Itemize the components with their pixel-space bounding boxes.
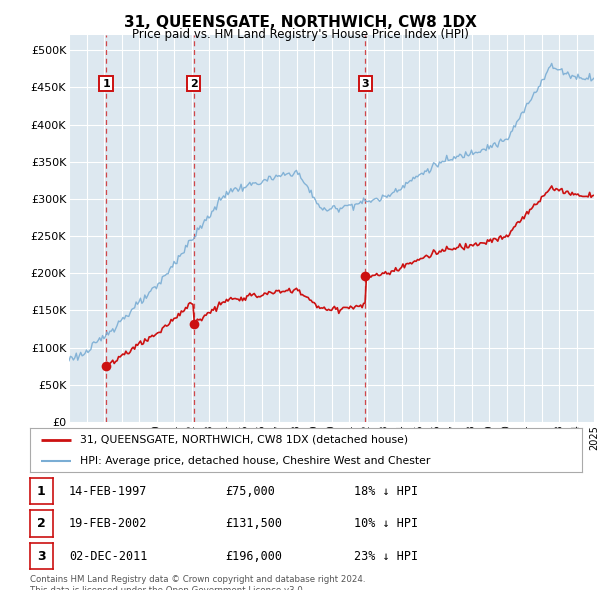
- Text: 3: 3: [361, 78, 369, 88]
- Text: 23% ↓ HPI: 23% ↓ HPI: [354, 549, 418, 563]
- Text: 14-FEB-1997: 14-FEB-1997: [69, 484, 148, 498]
- Text: Price paid vs. HM Land Registry's House Price Index (HPI): Price paid vs. HM Land Registry's House …: [131, 28, 469, 41]
- Text: 10% ↓ HPI: 10% ↓ HPI: [354, 517, 418, 530]
- Text: Contains HM Land Registry data © Crown copyright and database right 2024.
This d: Contains HM Land Registry data © Crown c…: [30, 575, 365, 590]
- Text: 2: 2: [37, 517, 46, 530]
- Text: 3: 3: [37, 549, 46, 563]
- Text: £196,000: £196,000: [225, 549, 282, 563]
- Text: 1: 1: [102, 78, 110, 88]
- Text: £131,500: £131,500: [225, 517, 282, 530]
- Text: 02-DEC-2011: 02-DEC-2011: [69, 549, 148, 563]
- Text: 18% ↓ HPI: 18% ↓ HPI: [354, 484, 418, 498]
- Text: 31, QUEENSGATE, NORTHWICH, CW8 1DX: 31, QUEENSGATE, NORTHWICH, CW8 1DX: [124, 15, 476, 30]
- Text: HPI: Average price, detached house, Cheshire West and Chester: HPI: Average price, detached house, Ches…: [80, 456, 430, 466]
- Text: 31, QUEENSGATE, NORTHWICH, CW8 1DX (detached house): 31, QUEENSGATE, NORTHWICH, CW8 1DX (deta…: [80, 435, 408, 445]
- Text: 19-FEB-2002: 19-FEB-2002: [69, 517, 148, 530]
- Text: £75,000: £75,000: [225, 484, 275, 498]
- Text: 1: 1: [37, 484, 46, 498]
- Text: 2: 2: [190, 78, 197, 88]
